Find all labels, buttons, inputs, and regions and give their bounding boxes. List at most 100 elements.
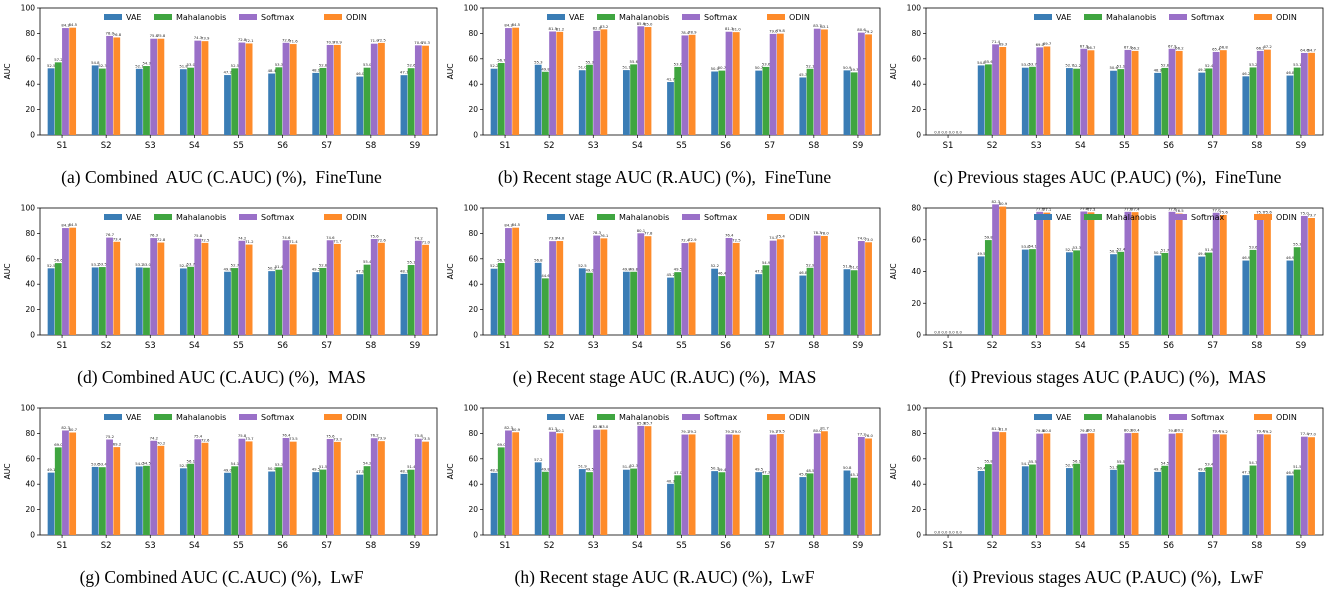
bar — [992, 44, 999, 135]
bar — [62, 228, 69, 335]
bar-value-label: 75.8 — [414, 433, 423, 438]
bar — [1124, 211, 1132, 335]
bar — [1175, 50, 1183, 136]
bar-value-label: 69.0 — [54, 442, 63, 447]
legend-label: Softmax — [1191, 413, 1224, 422]
legend-swatch — [1169, 214, 1187, 220]
x-tick-label: S3 — [1031, 541, 1042, 551]
bar-value-label: 45.3 — [799, 72, 808, 77]
y-axis-label: AUC — [3, 264, 12, 280]
bar-value-label: 71.4 — [992, 39, 1001, 44]
bar-value-label: 71.6 — [289, 39, 298, 44]
bar — [850, 270, 858, 335]
bar-value-label: 49.1 — [47, 467, 56, 472]
bar — [999, 46, 1007, 135]
bar — [578, 469, 586, 535]
bar — [326, 240, 334, 335]
bar — [1087, 212, 1095, 335]
x-tick-label: S8 — [808, 141, 819, 151]
bar — [1021, 67, 1029, 135]
bar-value-label: 85.6 — [637, 21, 646, 26]
x-tick-label: S9 — [410, 341, 421, 351]
bar — [54, 263, 62, 335]
bar — [143, 465, 150, 535]
bar-value-label: 76.2 — [370, 433, 379, 438]
bar — [201, 442, 209, 535]
bar-value-label: 47.9 — [356, 269, 365, 274]
x-tick-label: S7 — [764, 141, 775, 151]
bar-value-label: 53.0 — [187, 62, 196, 67]
bar — [681, 35, 689, 135]
bar-value-label: 55.4 — [363, 259, 372, 264]
bar-value-label: 56.1 — [187, 458, 196, 463]
y-tick-label: 20 — [911, 505, 921, 514]
bar-value-label: 48.9 — [490, 467, 499, 472]
bar-value-label: 80.2 — [1124, 428, 1133, 433]
caption-title: Recent stage AUC (R.AUC) (%), LwF — [539, 567, 815, 587]
bar — [275, 269, 283, 335]
bar-value-label: 66.2 — [1256, 45, 1265, 50]
y-axis-label: AUC — [3, 464, 12, 480]
bar-value-label: 73.7 — [1308, 213, 1317, 218]
bar-value-label: 49.5 — [585, 467, 594, 472]
bar — [363, 67, 371, 135]
bar — [98, 267, 106, 335]
bar — [541, 71, 549, 135]
legend-label: ODIN — [1276, 213, 1297, 222]
bar-value-label: 84.2 — [61, 223, 70, 228]
chart-svg: 0 20 40 60 80 100 AUC S1 52.256.7 84.284.5 S2 55.3 4… — [446, 4, 881, 151]
bar-value-label: 0.0 — [941, 530, 948, 535]
bar — [1080, 48, 1088, 135]
bar-value-label: 74.3 — [769, 235, 778, 240]
bar-value-label: 0.0 — [941, 130, 948, 135]
bar-value-label: 75.8 — [157, 33, 166, 38]
bar — [62, 430, 69, 535]
x-tick-label: S5 — [233, 141, 244, 151]
bar — [319, 67, 327, 135]
bar-value-label: 51.4 — [275, 264, 284, 269]
bar — [1249, 249, 1257, 335]
x-tick-label: S9 — [853, 141, 864, 151]
bar-value-label: 71.7 — [333, 238, 342, 243]
bar-value-label: 84.5 — [69, 222, 78, 227]
x-tick-label: S8 — [365, 341, 376, 351]
bar — [984, 464, 992, 535]
legend-label: VAE — [1056, 13, 1072, 22]
bar — [245, 43, 253, 135]
bar — [1308, 52, 1315, 135]
bar-value-label: 46.9 — [1286, 470, 1295, 475]
bar — [688, 242, 696, 335]
chart-panel: 0 20 40 60 80 100 AUC S1 52.2 56.7 84.2 84.5 S2 56.8 4… — [443, 200, 886, 398]
bar — [333, 243, 341, 335]
bar — [1175, 213, 1183, 335]
bar-value-label: 53.2 — [91, 262, 100, 267]
bar-value-label: 51.5 — [1293, 464, 1302, 469]
bar-value-label: 52.7 — [231, 263, 240, 268]
bar-value-label: 83.7 — [813, 23, 822, 28]
bar-value-label: 55.5 — [1028, 459, 1037, 464]
bar-value-label: 72.1 — [245, 38, 254, 43]
legend-label: VAE — [1056, 413, 1072, 422]
bar — [1205, 68, 1213, 135]
bar — [762, 265, 770, 335]
y-tick-label: 100 — [21, 204, 36, 213]
bar-value-label: 50.7 — [755, 65, 764, 70]
bar-value-label: 49.5 — [674, 267, 683, 272]
bar — [1212, 51, 1220, 135]
bar — [54, 62, 62, 135]
x-tick-label: S5 — [676, 541, 687, 551]
x-tick-label: S1 — [943, 141, 954, 151]
bar — [799, 477, 807, 535]
bar — [224, 271, 231, 335]
bar-value-label: 52.2 — [490, 63, 499, 68]
bar-value-label: 73.9 — [549, 236, 558, 241]
x-tick-label: S7 — [1207, 341, 1218, 351]
y-tick-label: 40 — [911, 267, 921, 276]
bar-value-label: 53.2 — [1249, 62, 1258, 67]
bar — [776, 239, 784, 335]
bar — [98, 68, 106, 135]
legend-swatch — [682, 414, 700, 420]
bar — [644, 27, 652, 135]
x-tick-label: S4 — [189, 541, 200, 551]
bar-value-label: 75.4 — [776, 234, 785, 239]
